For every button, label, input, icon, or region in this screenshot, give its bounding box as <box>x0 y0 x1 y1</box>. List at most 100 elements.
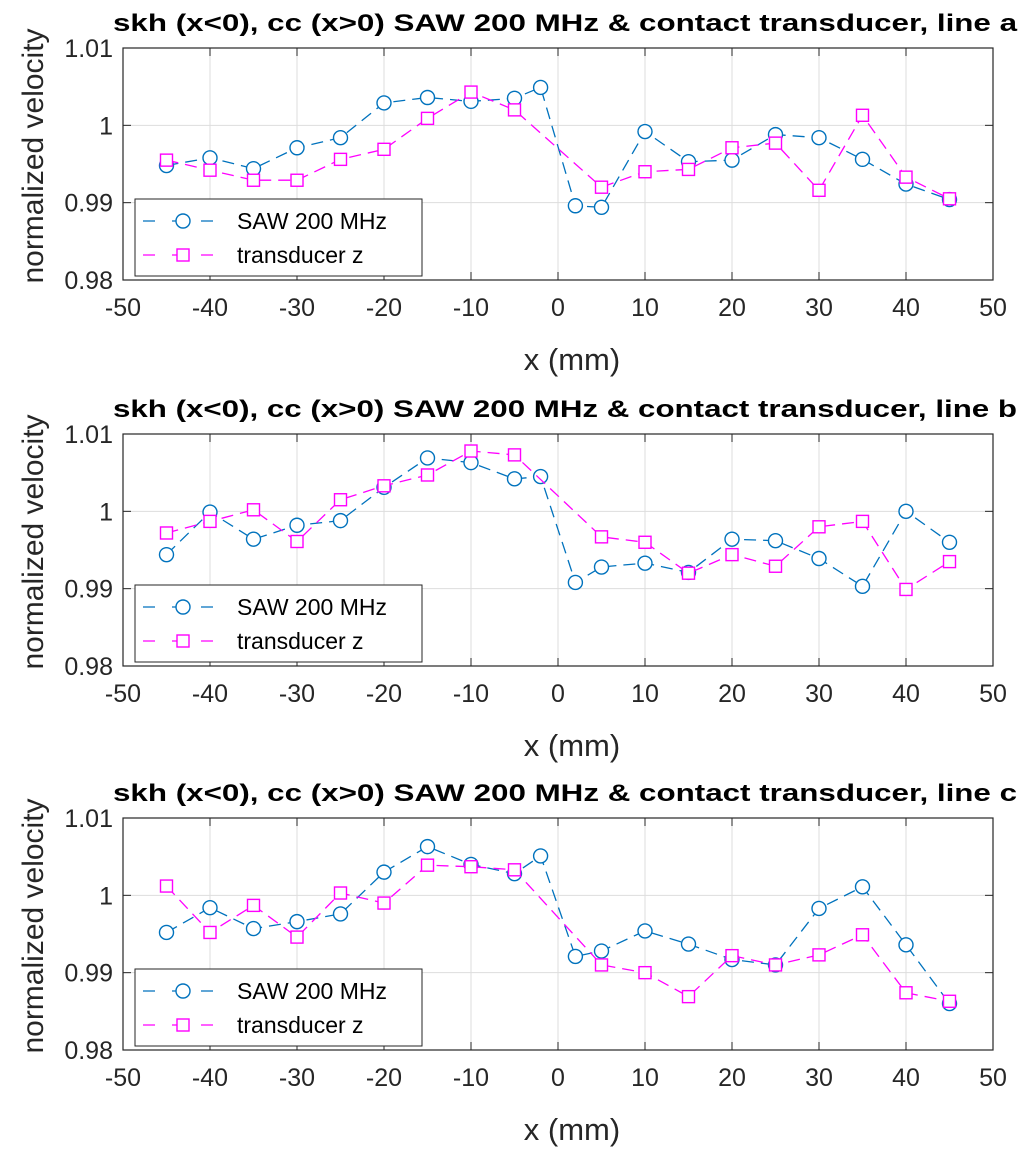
legend-marker-circle <box>175 599 191 615</box>
data-point-square <box>638 165 652 179</box>
data-point-square <box>203 925 217 940</box>
data-point-square <box>638 535 652 549</box>
data-point-circle <box>289 913 305 930</box>
y-tick-label: 1.01 <box>64 421 113 449</box>
x-tick-label: 40 <box>892 294 920 322</box>
x-tick-label: 0 <box>551 1064 565 1092</box>
x-tick-label: 30 <box>805 294 833 322</box>
data-point-circle <box>245 160 262 177</box>
data-point-circle <box>245 920 262 937</box>
legend-marker-square <box>176 634 190 648</box>
data-point-square <box>420 468 435 482</box>
chart-title: skh (x<0), cc (x>0) SAW 200 MHz & contac… <box>113 396 1017 423</box>
data-point-circle <box>332 512 349 529</box>
data-point-square <box>768 559 783 573</box>
data-point-circle <box>289 140 305 156</box>
legend-label: transducer z <box>237 242 364 268</box>
data-point-circle <box>332 130 349 146</box>
x-tick-label: 10 <box>631 680 659 708</box>
x-tick-label: 50 <box>979 1064 1007 1092</box>
data-point-circle <box>724 152 740 168</box>
data-point-circle <box>245 531 262 547</box>
y-axis-label: normalized velocity <box>17 414 50 669</box>
data-point-square <box>812 948 826 962</box>
legend-label: transducer z <box>237 628 364 654</box>
data-point-circle <box>376 864 392 880</box>
x-tick-label: -10 <box>453 680 489 708</box>
data-point-circle <box>567 198 584 214</box>
data-point-square <box>159 153 174 167</box>
x-tick-label: -40 <box>192 294 228 322</box>
x-tick-label: 0 <box>551 680 565 708</box>
data-point-square <box>507 863 522 877</box>
data-point-square <box>855 108 870 122</box>
data-point-circle <box>419 838 436 855</box>
legend-marker-circle <box>175 983 191 999</box>
data-point-square <box>377 896 391 910</box>
data-point-circle <box>506 471 523 487</box>
series-transducer-z <box>159 444 957 597</box>
data-point-circle <box>567 574 584 591</box>
data-point-square <box>942 192 957 206</box>
data-point-circle <box>811 550 827 567</box>
series-transducer-z <box>159 85 957 206</box>
data-point-square <box>725 547 739 562</box>
y-tick-label: 0.98 <box>64 267 113 295</box>
data-point-circle <box>289 517 305 533</box>
data-point-circle <box>419 89 436 106</box>
x-tick-label: 20 <box>718 680 746 708</box>
legend-marker-square <box>176 1018 190 1032</box>
x-tick-label: -30 <box>279 294 315 322</box>
data-point-circle <box>376 95 392 111</box>
x-axis-label: x (mm) <box>524 342 620 377</box>
data-point-square <box>464 444 478 458</box>
data-point-circle <box>593 559 610 575</box>
data-point-square <box>681 162 696 177</box>
panel-1: -50 -40 -30 -20 -10 0 10 20 30 40 50 0.98 0.99 1 1.01s… <box>17 10 1018 377</box>
data-point-circle <box>532 79 549 96</box>
x-tick-label: 0 <box>551 294 565 322</box>
data-point-circle <box>898 937 914 953</box>
legend-box <box>134 584 423 663</box>
data-point-circle <box>463 454 479 471</box>
y-axis-label: normalized velocity <box>17 28 50 283</box>
data-point-circle <box>854 578 871 595</box>
x-tick-label: -30 <box>279 1064 315 1092</box>
y-tick-label: 1 <box>99 882 113 910</box>
series-line <box>166 864 950 1002</box>
data-point-square <box>420 858 435 872</box>
x-tick-label: -50 <box>105 1064 141 1092</box>
legend-label: transducer z <box>237 1012 364 1038</box>
data-point-square <box>942 554 957 569</box>
x-tick-label: -40 <box>192 680 228 708</box>
x-tick-label: 30 <box>805 1064 833 1092</box>
data-point-circle <box>941 534 958 550</box>
y-axis-label: normalized velocity <box>17 798 50 1053</box>
data-point-circle <box>532 468 549 485</box>
data-point-square <box>594 958 609 972</box>
data-point-circle <box>567 948 584 965</box>
legend: SAW 200 MHz transducer z <box>134 198 423 277</box>
data-point-circle <box>202 900 218 916</box>
data-point-circle <box>158 924 175 941</box>
legend-box <box>134 198 423 277</box>
x-tick-label: -20 <box>366 1064 402 1092</box>
data-point-square <box>638 965 652 980</box>
data-point-square <box>507 103 522 117</box>
chart-title: skh (x<0), cc (x>0) SAW 200 MHz & contac… <box>113 780 1017 807</box>
data-point-square <box>855 928 870 942</box>
data-point-square <box>812 183 826 197</box>
legend-label: SAW 200 MHz <box>237 594 387 620</box>
x-tick-label: 20 <box>718 294 746 322</box>
data-point-square <box>899 986 913 1000</box>
data-point-square <box>333 152 348 167</box>
data-point-circle <box>811 130 827 146</box>
y-tick-label: 0.99 <box>64 576 113 604</box>
data-point-circle <box>811 900 827 917</box>
data-point-circle <box>593 943 610 959</box>
data-point-square <box>290 173 304 187</box>
data-point-circle <box>532 848 549 864</box>
series-line <box>166 450 950 591</box>
legend-label: SAW 200 MHz <box>237 208 387 234</box>
